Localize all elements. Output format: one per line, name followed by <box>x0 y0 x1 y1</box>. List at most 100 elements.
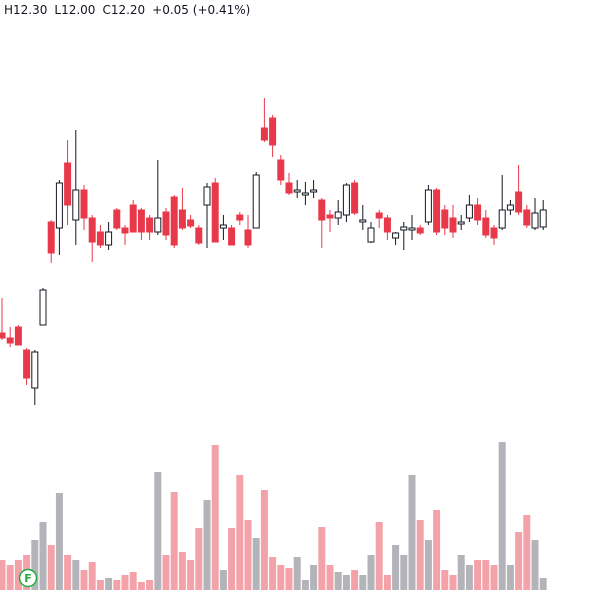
candle-body <box>441 209 449 229</box>
volume-bar <box>400 555 408 590</box>
candle-body <box>531 212 539 229</box>
volume-bar <box>219 570 227 590</box>
volume-bar <box>96 580 104 590</box>
volume-bar <box>0 560 6 590</box>
volume-bar <box>457 555 465 590</box>
candle-body <box>400 226 408 231</box>
candle-body <box>260 127 268 141</box>
candle-body <box>31 351 39 389</box>
volume-bar <box>359 575 367 590</box>
volume-bar <box>506 565 514 590</box>
candle-body <box>310 189 318 193</box>
candle-body <box>269 117 277 146</box>
candle-body <box>80 189 88 219</box>
volume-bar <box>105 578 113 590</box>
candle-body <box>351 182 359 214</box>
volume-bar <box>351 570 359 590</box>
volume-bar <box>416 520 424 590</box>
candle-body <box>154 217 162 233</box>
candle-body <box>6 337 14 344</box>
candle-body <box>293 189 301 193</box>
candle-body <box>23 349 31 379</box>
candle-body <box>203 186 211 206</box>
candle-body <box>211 182 219 243</box>
candle-body <box>498 209 506 229</box>
marker-badge <box>18 568 38 588</box>
volume-bar <box>277 565 285 590</box>
volume-bar <box>342 575 350 590</box>
volume-bar <box>228 528 236 590</box>
volume-bar <box>465 565 473 590</box>
legend-close: C12.20 <box>102 3 146 17</box>
candle-body <box>105 231 113 246</box>
candle-body <box>170 196 178 246</box>
volume-bar <box>515 532 523 590</box>
candle-body <box>219 224 227 229</box>
candle-body <box>449 217 457 233</box>
volume-bar <box>293 557 301 590</box>
candle-body <box>178 209 186 229</box>
volume-bar <box>531 540 539 590</box>
volume-bar <box>269 557 277 590</box>
volume-bar <box>260 490 268 590</box>
volume-bar <box>39 522 47 590</box>
volume-bar <box>433 510 441 590</box>
candle-body <box>342 184 350 216</box>
candle-body <box>318 199 326 221</box>
legend-low: L12.00 <box>54 3 96 17</box>
volume-bar <box>47 545 55 590</box>
volume-bar <box>236 475 244 590</box>
candle-body <box>416 227 424 234</box>
candle-body <box>408 227 416 231</box>
volume-bar <box>539 578 547 590</box>
volume-bar <box>170 492 178 590</box>
candle-body <box>72 189 80 221</box>
candle-body <box>195 227 203 244</box>
candle-body <box>367 227 375 243</box>
candle-body <box>392 232 400 239</box>
volume-bar <box>482 560 490 590</box>
candle-body <box>187 219 195 227</box>
candle-body <box>47 221 55 254</box>
candle-body <box>539 209 547 228</box>
marker-label: F <box>24 572 32 585</box>
volume-bar <box>367 555 375 590</box>
candle-body <box>474 204 482 221</box>
candle-body <box>326 214 334 219</box>
candle-body <box>424 189 432 223</box>
volume-bar <box>187 560 195 590</box>
candle-body <box>55 182 63 229</box>
candle-body <box>490 227 498 239</box>
volume-bar <box>211 445 219 590</box>
ohlc-legend: H12.30 L12.00 C12.20 +0.05 (+0.41%) <box>4 3 257 17</box>
volume-bar <box>326 565 334 590</box>
volume-bar <box>490 565 498 590</box>
candle-body <box>515 191 523 213</box>
volume-bar <box>80 570 88 590</box>
volume-bar <box>137 582 145 590</box>
volume-bar <box>64 555 72 590</box>
volume-bar <box>523 515 531 590</box>
volume-bar <box>72 560 80 590</box>
candle-body <box>228 227 236 246</box>
volume-bar <box>14 560 22 590</box>
volume-bar <box>441 570 449 590</box>
volume-bar <box>408 475 416 590</box>
volume-bar <box>146 580 154 590</box>
candle-body <box>334 211 342 219</box>
volume-bar <box>154 472 162 590</box>
candle-body <box>301 192 309 196</box>
candle-body <box>506 204 514 211</box>
candle-body <box>375 212 383 219</box>
volume-bar <box>310 565 318 590</box>
volume-bar <box>318 527 326 590</box>
candle-body <box>121 227 129 234</box>
volume-bar <box>252 538 260 590</box>
candle-body <box>162 211 170 236</box>
candle-body <box>64 162 72 206</box>
candle-body <box>113 209 121 229</box>
volume-bar <box>334 572 342 590</box>
candle-body <box>465 204 473 219</box>
